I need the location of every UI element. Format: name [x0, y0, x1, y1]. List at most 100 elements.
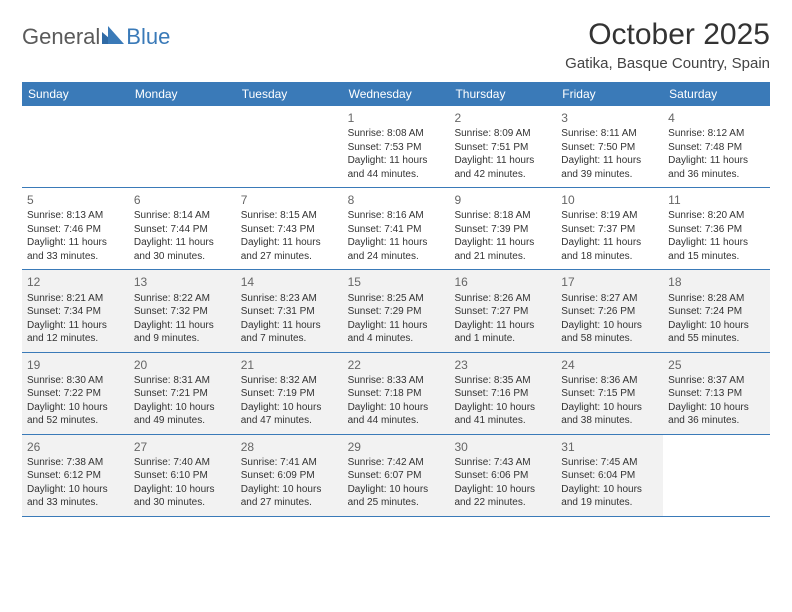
day-daylight1: Daylight: 11 hours	[241, 319, 338, 333]
day-number: 8	[348, 192, 445, 208]
day-daylight1: Daylight: 11 hours	[27, 319, 124, 333]
day-daylight2: and 55 minutes.	[668, 332, 765, 346]
day-sunrise: Sunrise: 7:43 AM	[454, 456, 551, 470]
day-daylight2: and 30 minutes.	[134, 496, 231, 510]
weekday-header-row: SundayMondayTuesdayWednesdayThursdayFrid…	[22, 82, 770, 106]
location-label: Gatika, Basque Country, Spain	[565, 55, 770, 72]
day-cell: 12Sunrise: 8:21 AMSunset: 7:34 PMDayligh…	[22, 270, 129, 351]
day-sunset: Sunset: 7:22 PM	[27, 387, 124, 401]
day-number: 29	[348, 439, 445, 455]
day-cell	[22, 106, 129, 187]
weekday-header: Tuesday	[236, 82, 343, 106]
day-sunrise: Sunrise: 8:23 AM	[241, 292, 338, 306]
weekday-header: Saturday	[663, 82, 770, 106]
day-cell	[236, 106, 343, 187]
day-daylight1: Daylight: 11 hours	[561, 154, 658, 168]
day-cell: 5Sunrise: 8:13 AMSunset: 7:46 PMDaylight…	[22, 188, 129, 269]
day-daylight2: and 30 minutes.	[134, 250, 231, 264]
day-sunset: Sunset: 7:32 PM	[134, 305, 231, 319]
day-daylight1: Daylight: 10 hours	[348, 483, 445, 497]
page-title: October 2025	[565, 18, 770, 52]
day-daylight1: Daylight: 10 hours	[348, 401, 445, 415]
day-cell: 21Sunrise: 8:32 AMSunset: 7:19 PMDayligh…	[236, 353, 343, 434]
day-daylight1: Daylight: 11 hours	[668, 154, 765, 168]
day-sunset: Sunset: 7:16 PM	[454, 387, 551, 401]
day-number: 2	[454, 110, 551, 126]
logo-text-blue: Blue	[126, 24, 170, 50]
weekday-header: Sunday	[22, 82, 129, 106]
day-daylight1: Daylight: 10 hours	[561, 319, 658, 333]
day-number: 19	[27, 357, 124, 373]
day-number: 23	[454, 357, 551, 373]
day-sunset: Sunset: 6:06 PM	[454, 469, 551, 483]
day-cell: 29Sunrise: 7:42 AMSunset: 6:07 PMDayligh…	[343, 435, 450, 516]
day-daylight1: Daylight: 10 hours	[134, 483, 231, 497]
day-sunset: Sunset: 7:26 PM	[561, 305, 658, 319]
day-cell: 24Sunrise: 8:36 AMSunset: 7:15 PMDayligh…	[556, 353, 663, 434]
day-sunrise: Sunrise: 8:15 AM	[241, 209, 338, 223]
day-sunset: Sunset: 7:13 PM	[668, 387, 765, 401]
day-number: 20	[134, 357, 231, 373]
day-daylight2: and 1 minute.	[454, 332, 551, 346]
day-sunset: Sunset: 7:50 PM	[561, 141, 658, 155]
day-cell: 27Sunrise: 7:40 AMSunset: 6:10 PMDayligh…	[129, 435, 236, 516]
day-daylight1: Daylight: 11 hours	[348, 154, 445, 168]
week-row: 5Sunrise: 8:13 AMSunset: 7:46 PMDaylight…	[22, 188, 770, 270]
day-daylight1: Daylight: 10 hours	[241, 483, 338, 497]
weekday-header: Wednesday	[343, 82, 450, 106]
day-daylight2: and 49 minutes.	[134, 414, 231, 428]
week-row: 26Sunrise: 7:38 AMSunset: 6:12 PMDayligh…	[22, 435, 770, 517]
day-number: 18	[668, 274, 765, 290]
day-daylight1: Daylight: 11 hours	[27, 236, 124, 250]
day-daylight2: and 44 minutes.	[348, 168, 445, 182]
day-number: 31	[561, 439, 658, 455]
day-sunset: Sunset: 7:46 PM	[27, 223, 124, 237]
day-cell: 15Sunrise: 8:25 AMSunset: 7:29 PMDayligh…	[343, 270, 450, 351]
day-daylight2: and 36 minutes.	[668, 414, 765, 428]
day-daylight1: Daylight: 11 hours	[454, 319, 551, 333]
day-daylight1: Daylight: 10 hours	[668, 401, 765, 415]
day-daylight2: and 58 minutes.	[561, 332, 658, 346]
day-sunset: Sunset: 7:19 PM	[241, 387, 338, 401]
day-cell: 7Sunrise: 8:15 AMSunset: 7:43 PMDaylight…	[236, 188, 343, 269]
day-sunset: Sunset: 7:21 PM	[134, 387, 231, 401]
day-daylight2: and 12 minutes.	[27, 332, 124, 346]
day-sunrise: Sunrise: 8:33 AM	[348, 374, 445, 388]
day-sunset: Sunset: 7:44 PM	[134, 223, 231, 237]
day-sunrise: Sunrise: 8:13 AM	[27, 209, 124, 223]
day-daylight1: Daylight: 11 hours	[134, 319, 231, 333]
day-daylight2: and 4 minutes.	[348, 332, 445, 346]
day-number: 16	[454, 274, 551, 290]
day-sunset: Sunset: 7:24 PM	[668, 305, 765, 319]
day-sunrise: Sunrise: 8:36 AM	[561, 374, 658, 388]
day-number: 13	[134, 274, 231, 290]
day-cell	[663, 435, 770, 516]
day-sunrise: Sunrise: 8:21 AM	[27, 292, 124, 306]
day-daylight1: Daylight: 11 hours	[454, 236, 551, 250]
day-sunrise: Sunrise: 8:18 AM	[454, 209, 551, 223]
day-daylight1: Daylight: 11 hours	[668, 236, 765, 250]
day-number: 11	[668, 192, 765, 208]
day-number: 7	[241, 192, 338, 208]
day-sunset: Sunset: 7:53 PM	[348, 141, 445, 155]
day-sunset: Sunset: 7:39 PM	[454, 223, 551, 237]
day-daylight2: and 33 minutes.	[27, 496, 124, 510]
day-cell: 4Sunrise: 8:12 AMSunset: 7:48 PMDaylight…	[663, 106, 770, 187]
day-daylight2: and 21 minutes.	[454, 250, 551, 264]
day-daylight2: and 38 minutes.	[561, 414, 658, 428]
day-number: 12	[27, 274, 124, 290]
day-number: 27	[134, 439, 231, 455]
day-daylight1: Daylight: 11 hours	[348, 319, 445, 333]
day-daylight2: and 15 minutes.	[668, 250, 765, 264]
day-cell: 18Sunrise: 8:28 AMSunset: 7:24 PMDayligh…	[663, 270, 770, 351]
day-cell: 19Sunrise: 8:30 AMSunset: 7:22 PMDayligh…	[22, 353, 129, 434]
logo-text-general: General	[22, 24, 100, 50]
day-sunset: Sunset: 7:18 PM	[348, 387, 445, 401]
calendar-page: General Blue October 2025 Gatika, Basque…	[0, 0, 792, 527]
day-sunset: Sunset: 6:07 PM	[348, 469, 445, 483]
logo-icon	[102, 24, 124, 50]
day-number: 1	[348, 110, 445, 126]
day-sunrise: Sunrise: 7:38 AM	[27, 456, 124, 470]
day-daylight1: Daylight: 11 hours	[454, 154, 551, 168]
day-sunset: Sunset: 6:10 PM	[134, 469, 231, 483]
